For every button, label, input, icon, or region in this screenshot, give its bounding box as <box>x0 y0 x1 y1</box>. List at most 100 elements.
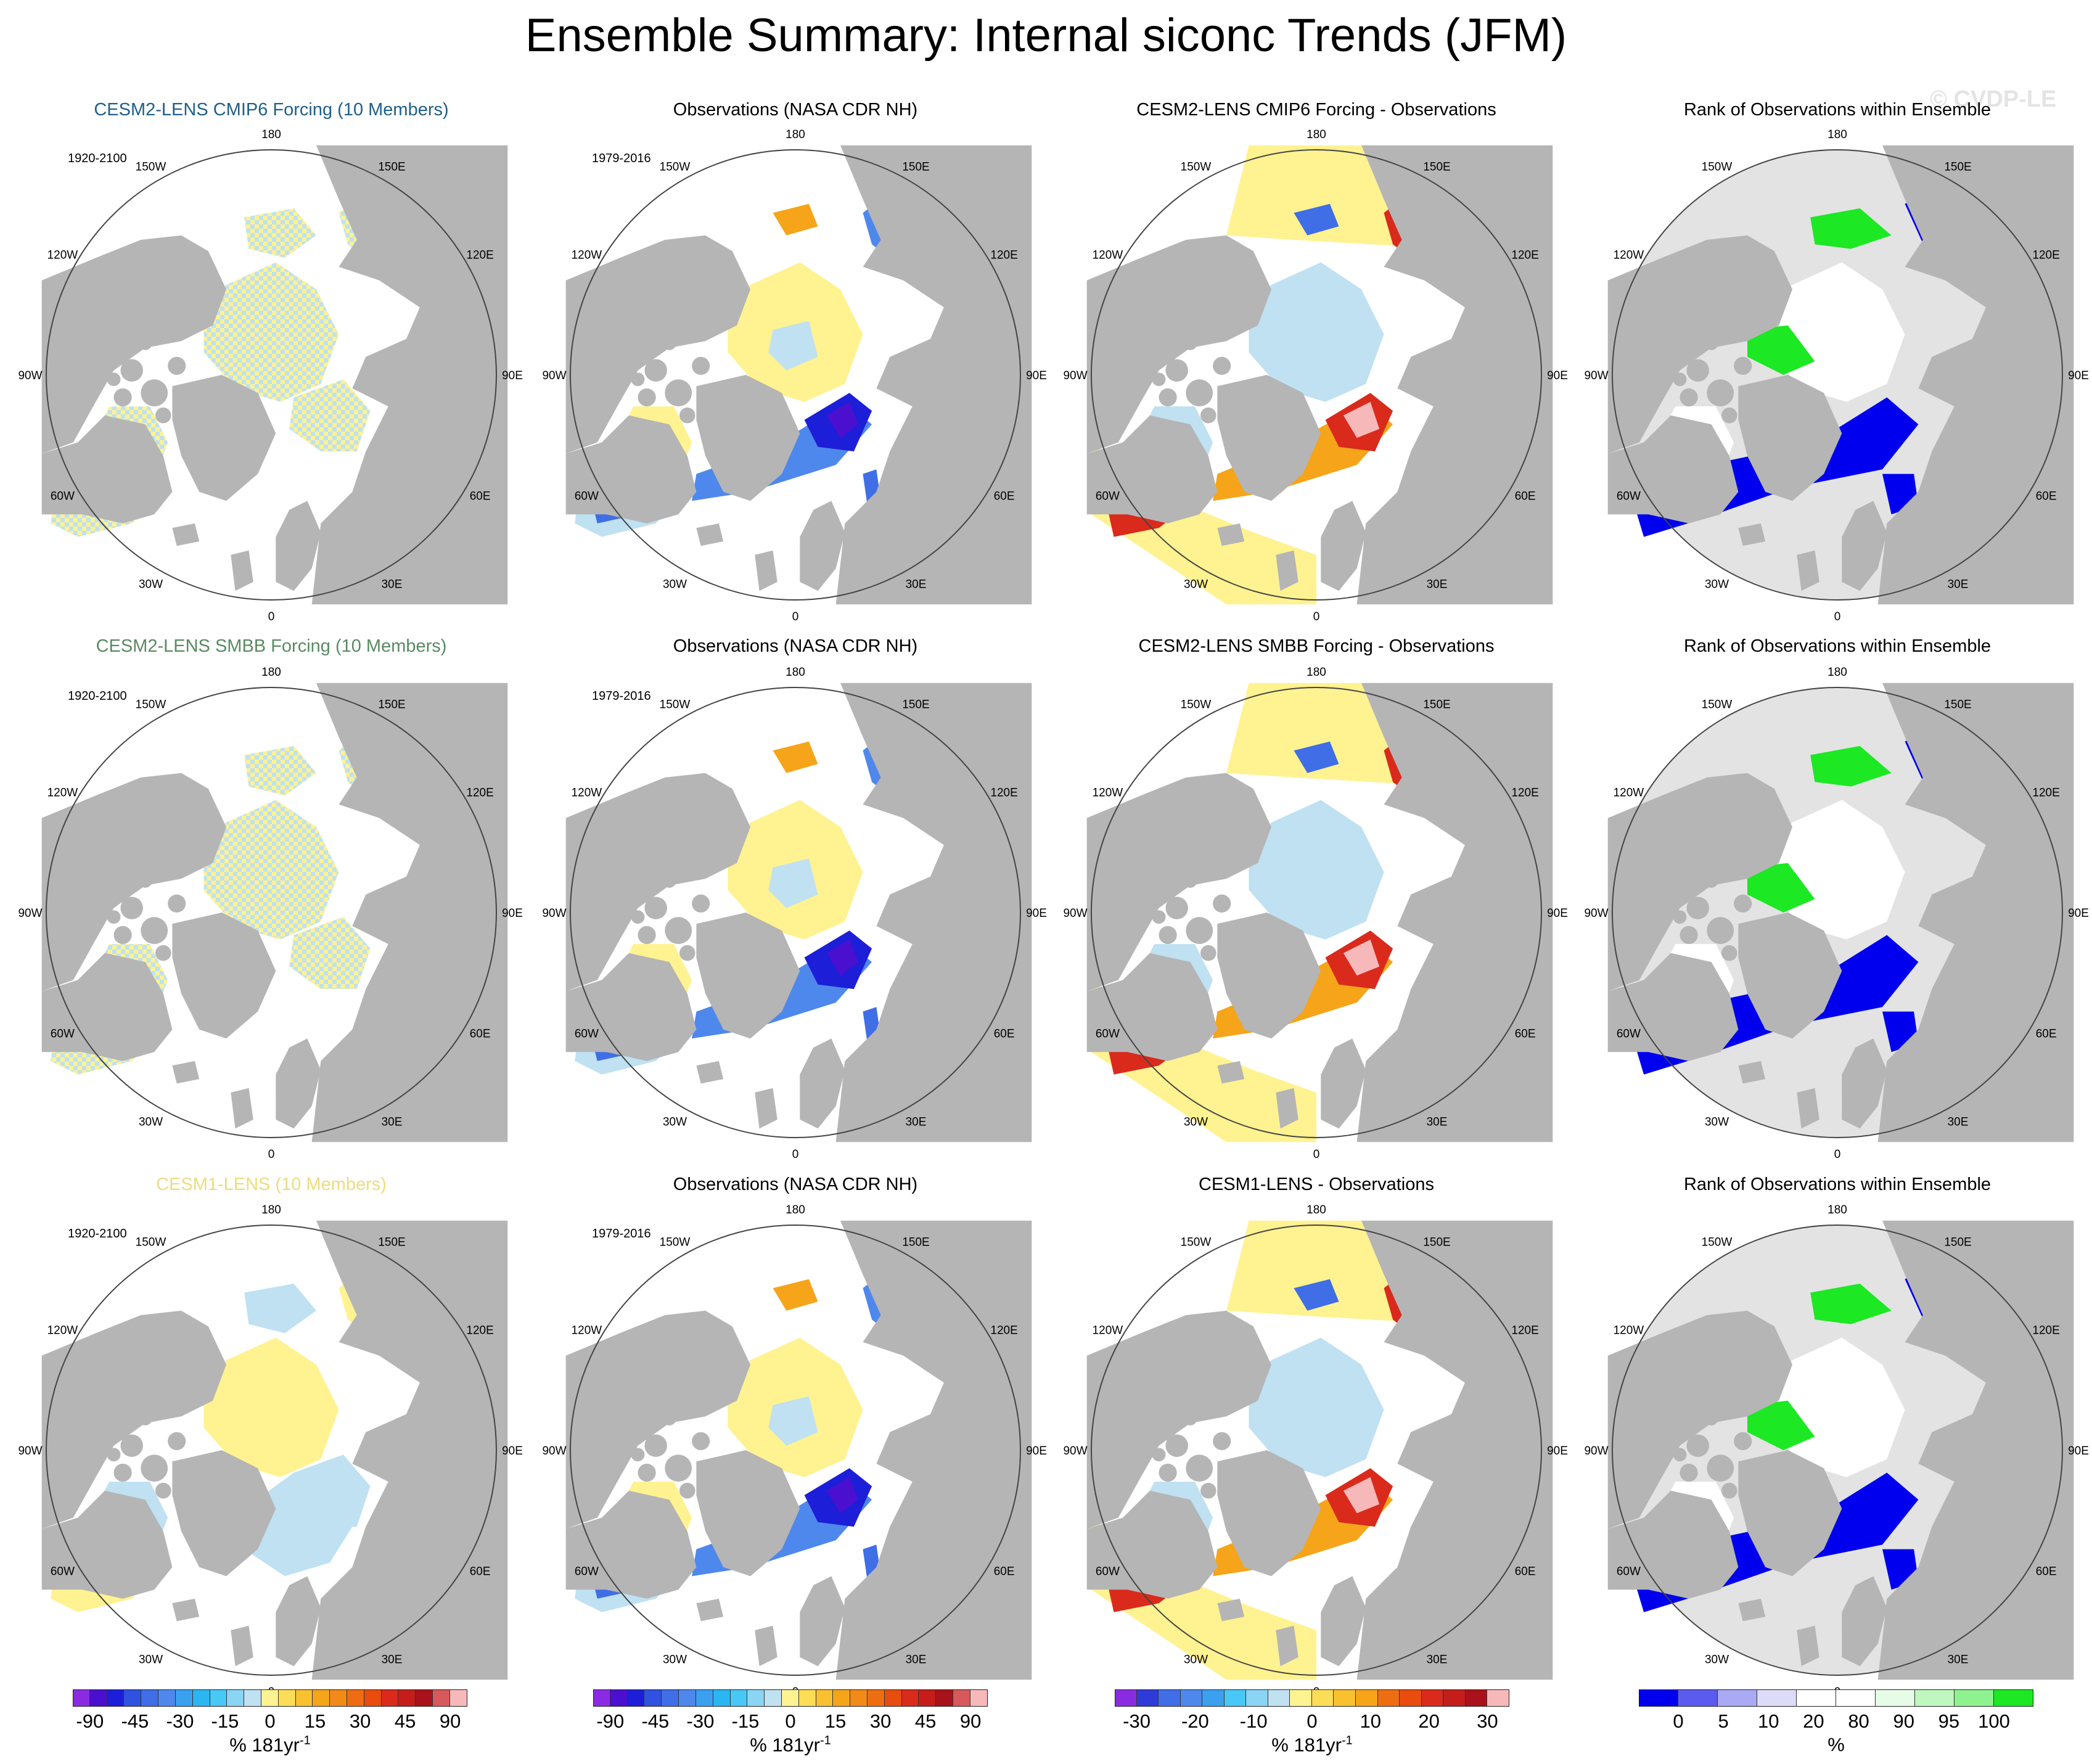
colorbar-swatch <box>695 1689 713 1707</box>
longitude-label: 180 <box>1306 128 1326 141</box>
longitude-label: 150W <box>660 1236 691 1249</box>
colorbar-swatch <box>1136 1689 1159 1707</box>
longitude-label: 60W <box>51 490 75 503</box>
longitude-label: 60E <box>470 490 491 503</box>
longitude-label: 30E <box>382 578 403 591</box>
longitude-label: 120W <box>1614 249 1644 262</box>
colorbar-swatch <box>884 1689 902 1707</box>
colorbar-tick-label: -30 <box>166 1710 194 1732</box>
longitude-label: 60E <box>1515 490 1536 503</box>
longitude-label: 180 <box>1827 128 1847 141</box>
longitude-label: 150W <box>136 698 166 711</box>
colorbar-swatch <box>1377 1689 1400 1707</box>
longitude-label: 180 <box>261 666 281 679</box>
longitude-label: 30E <box>1948 578 1969 591</box>
polar-map: 180150E120E90E60E30E030W60W90W120W150W19… <box>18 666 522 1161</box>
period-label: 1920-2100 <box>68 1227 127 1241</box>
colorbar-swatch <box>381 1689 399 1707</box>
colorbar-tick-label: -45 <box>641 1710 670 1732</box>
colorbar-unit-text: % <box>1827 1734 1845 1755</box>
colorbar-swatch <box>644 1689 662 1707</box>
longitude-label: 30E <box>1427 578 1448 591</box>
colorbar-tick-label: 5 <box>1718 1710 1729 1732</box>
longitude-label: 60W <box>1096 1028 1120 1041</box>
colorbar-swatch <box>313 1689 330 1707</box>
longitude-label: 180 <box>261 1204 281 1216</box>
longitude-label: 30W <box>1705 1116 1729 1129</box>
longitude-label: 120W <box>572 249 602 262</box>
longitude-label: 90W <box>1063 1445 1087 1458</box>
colorbar-swatch <box>747 1689 765 1707</box>
colorbar-tick-label: -15 <box>731 1710 760 1732</box>
longitude-label: 120W <box>572 787 602 800</box>
longitude-label: 60E <box>2036 1028 2057 1041</box>
longitude-label: 30W <box>1705 1654 1729 1667</box>
colorbar-tick-label: 30 <box>1477 1710 1498 1732</box>
colorbar-unit-label: % <box>1827 1734 1845 1756</box>
longitude-label: 120E <box>2032 1324 2059 1337</box>
colorbar-tick-label: 0 <box>1306 1710 1318 1732</box>
panel-title: CESM2-LENS CMIP6 Forcing (10 Members) <box>94 100 449 120</box>
colorbar-swatch <box>781 1689 799 1707</box>
colorbar-swatch <box>1290 1689 1312 1707</box>
colorbar-tick-label: -20 <box>1181 1710 1209 1732</box>
panel-title: CESM1-LENS (10 Members) <box>156 1175 387 1194</box>
longitude-label: 120W <box>1614 787 1644 800</box>
colorbar-swatch <box>1180 1689 1203 1707</box>
period-label: 1920-2100 <box>68 152 127 165</box>
colorbar: -90 -45 -30 -15 0 15 30 45 90 % 181yr-1 <box>73 1689 467 1763</box>
colorbar-swatch <box>713 1689 731 1707</box>
longitude-label: 120E <box>1511 787 1538 800</box>
period-label: 1979-2016 <box>592 152 651 165</box>
longitude-label: 60W <box>1617 1028 1641 1041</box>
period-label: 1920-2100 <box>68 689 127 703</box>
longitude-label: 150E <box>902 698 929 711</box>
longitude-label: 150E <box>1944 1236 1971 1249</box>
longitude-label: 90E <box>1026 369 1047 382</box>
colorbar-tick-label: -10 <box>1239 1710 1268 1732</box>
polar-map: 180150E120E90E60E30E030W60W90W120W150W19… <box>18 1204 522 1699</box>
longitude-label: 120E <box>1511 1324 1538 1337</box>
colorbar-tick-label: 30 <box>869 1710 892 1732</box>
longitude-label: 60W <box>51 1028 75 1041</box>
colorbar-unit-exponent: -1 <box>819 1734 831 1747</box>
colorbar-swatch <box>141 1689 159 1707</box>
longitude-label: 90E <box>1547 369 1568 382</box>
longitude-label: 60E <box>2036 490 2057 503</box>
colorbar-tick-label: 20 <box>1803 1710 1824 1732</box>
colorbar-swatch <box>1757 1689 1797 1707</box>
colorbar-swatch <box>679 1689 696 1707</box>
longitude-label: 150W <box>660 160 691 173</box>
colorbar-swatch <box>1836 1689 1876 1707</box>
colorbar-tick-label: -90 <box>596 1710 625 1732</box>
longitude-label: 30W <box>1705 578 1729 591</box>
longitude-label: 90W <box>18 1445 42 1458</box>
colorbar-unit-text: % 181yr <box>1271 1734 1342 1756</box>
longitude-label: 90W <box>1063 369 1087 382</box>
longitude-label: 90E <box>1026 1445 1047 1458</box>
colorbar-swatch <box>1246 1689 1268 1707</box>
colorbar-swatch <box>261 1689 279 1707</box>
colorbar-swatch <box>1443 1689 1466 1707</box>
longitude-label: 180 <box>786 666 805 679</box>
longitude-label: 30W <box>1184 1116 1208 1129</box>
longitude-label: 90W <box>18 369 42 382</box>
longitude-label: 120E <box>466 249 493 262</box>
panel-title: CESM1-LENS - Observations <box>1199 1175 1434 1194</box>
longitude-label: 120E <box>990 1324 1017 1337</box>
longitude-label: 60W <box>1096 490 1120 503</box>
longitude-label: 0 <box>268 1148 275 1161</box>
longitude-label: 120E <box>2032 787 2059 800</box>
colorbar-tick-label: 15 <box>824 1710 847 1732</box>
colorbar-tick-label: 10 <box>1360 1710 1382 1732</box>
longitude-label: 60E <box>994 1028 1015 1041</box>
colorbar-swatch <box>1955 1689 1994 1707</box>
colorbar-swatch <box>227 1689 245 1707</box>
polar-map: 180150E120E90E60E30E030W60W90W120W150W19… <box>18 128 522 623</box>
colorbar-swatch <box>364 1689 382 1707</box>
colorbar-swatch <box>627 1689 645 1707</box>
colorbar-swatch <box>175 1689 193 1707</box>
